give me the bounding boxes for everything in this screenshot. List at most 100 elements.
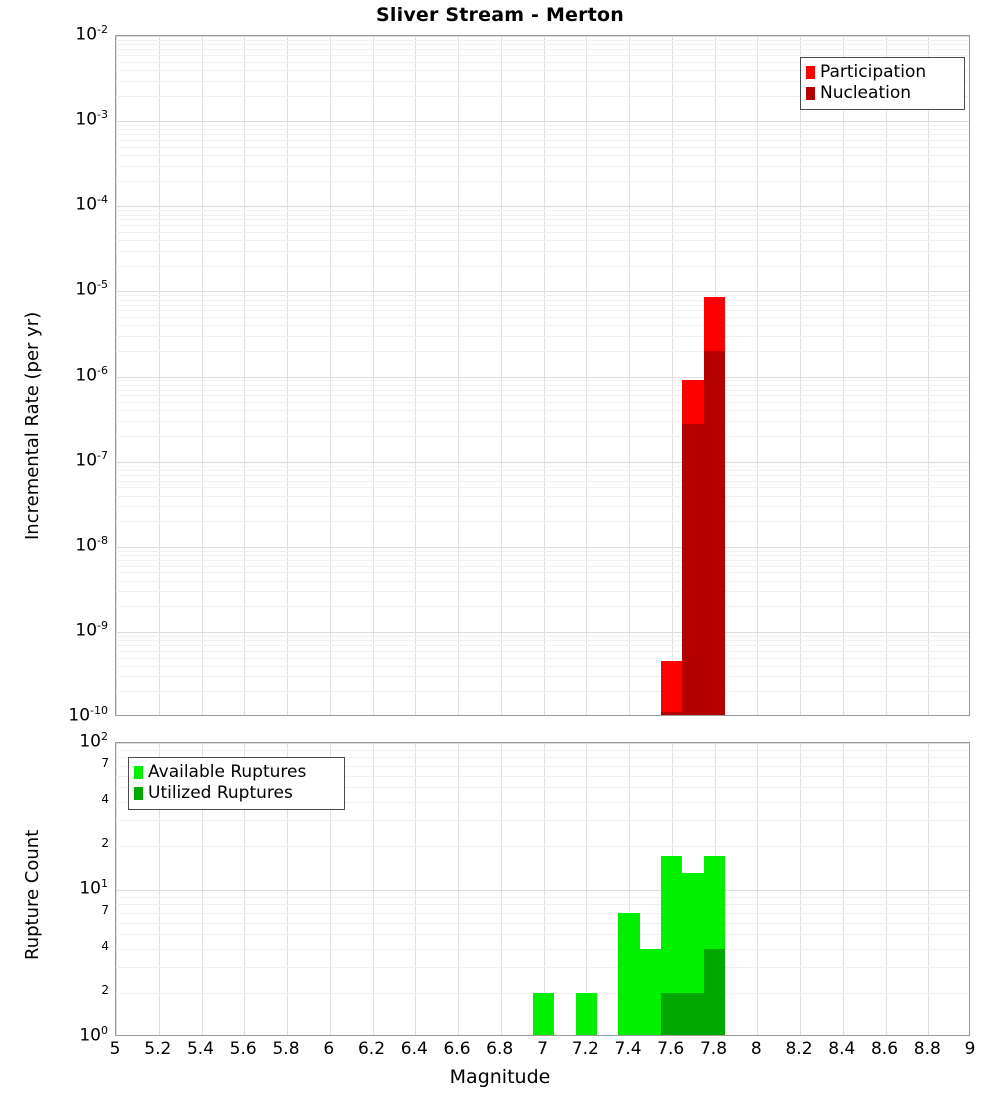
gridline-vertical [458,36,459,715]
gridline-horizontal [116,650,969,652]
gridline-horizontal [116,129,969,131]
gridline-horizontal [116,180,969,182]
gridline-horizontal [116,495,969,497]
gridline-vertical [116,36,117,715]
gridline-horizontal [116,240,969,242]
y-tick-label: 102 [79,730,108,752]
x-tick-label: 5.8 [272,1039,300,1059]
gridline-horizontal [116,206,969,208]
gridline-horizontal [116,146,969,148]
gridline-vertical [757,743,759,1035]
x-tick-label: 6.2 [357,1039,386,1059]
gridline-vertical [586,36,588,715]
gridline-horizontal [116,299,969,301]
utilized-ruptures-bar [682,992,704,1035]
gridline-horizontal [116,801,969,803]
gridline-horizontal [116,214,969,216]
gridline-horizontal [116,389,969,391]
gridline-horizontal [116,310,969,312]
x-tick-label: 7.6 [657,1039,685,1059]
gridline-vertical [458,743,459,1035]
y-tick-label: 100 [79,1024,108,1046]
gridline-horizontal [116,44,969,46]
nucleation-bar [682,423,704,715]
y-tick-label: 10-7 [75,448,108,471]
nucleation-bar [703,350,726,715]
incremental-rate-legend: Participation Nucleation [800,57,965,110]
utilized-ruptures-bar [703,948,726,1035]
incremental-rate-legend-item: Nucleation [806,83,957,104]
gridline-horizontal [116,640,969,642]
rupture-count-legend-item: Utilized Ruptures [134,783,337,804]
y-tick-label-minor: 4 [101,791,109,806]
incremental-rate-legend-item: Participation [806,62,957,83]
gridline-horizontal [116,749,969,751]
x-tick-label: 6.8 [486,1039,514,1059]
gridline-horizontal [116,61,969,63]
gridline-horizontal [116,691,969,693]
x-tick-label: 6 [323,1039,335,1059]
x-tick-label: 8.8 [913,1039,941,1059]
gridline-vertical [928,36,930,715]
gridline-horizontal [116,380,969,382]
x-tick-label: 7.2 [571,1039,599,1059]
gridline-horizontal [116,140,969,141]
gridline-vertical [329,743,331,1035]
gridline-horizontal [116,95,969,97]
gridline-horizontal [116,39,969,41]
gridline-horizontal [116,80,969,82]
legend-swatch-icon [134,766,143,779]
gridline-vertical [116,743,117,1035]
top-panel-y-axis-label: Incremental Rate (per yr) [22,311,43,540]
y-tick-label-minor: 2 [101,835,109,850]
gridline-horizontal [116,757,969,759]
gridline-horizontal [116,210,969,212]
gridline-horizontal [116,912,969,914]
gridline-horizontal [116,461,969,463]
gridline-vertical [415,36,417,715]
x-tick-label: 7 [537,1039,548,1059]
x-tick-label: 5.6 [229,1039,257,1059]
y-tick-label: 101 [79,877,108,899]
x-tick-label: 9 [964,1039,976,1059]
y-tick-label: 10-3 [75,108,108,130]
gridline-horizontal [116,69,969,71]
gridline-horizontal [116,580,969,582]
gridline-horizontal [116,125,969,126]
gridline-vertical [885,743,887,1035]
gridline-vertical [586,743,588,1035]
x-tick-label: 8.4 [828,1039,856,1059]
nucleation-bar [661,711,683,715]
gridline-horizontal [116,890,969,891]
gridline-horizontal [116,317,969,318]
y-tick-label-minor: 7 [101,902,109,917]
legend-swatch-icon [134,787,143,800]
gridline-horizontal [116,219,969,221]
gridline-horizontal [116,555,969,556]
available-ruptures-bar [639,948,662,1035]
gridline-horizontal [116,550,969,552]
rupture-count-plot-area [116,743,969,1035]
legend-swatch-icon [806,87,815,100]
y-tick-label-minor: 7 [101,755,109,770]
gridline-horizontal [116,350,969,352]
gridline-horizontal [116,121,969,123]
gridline-horizontal [116,325,969,327]
utilized-ruptures-bar [661,992,683,1035]
gridline-vertical [885,36,887,715]
gridline-horizontal [116,480,969,482]
gridline-horizontal [116,934,969,936]
gridline-horizontal [116,904,969,906]
y-tick-label: 10-4 [75,193,108,215]
gridline-vertical [928,743,930,1035]
gridline-horizontal [116,410,969,412]
x-tick-label: 6.6 [443,1039,471,1059]
gridline-horizontal [116,743,969,744]
available-ruptures-bar [532,992,555,1035]
legend-label: Utilized Ruptures [148,783,293,803]
legend-swatch-icon [806,66,815,79]
gridline-horizontal [116,845,969,847]
gridline-horizontal [116,645,969,647]
x-tick-label: 7.4 [614,1039,642,1059]
gridline-horizontal [116,606,969,608]
